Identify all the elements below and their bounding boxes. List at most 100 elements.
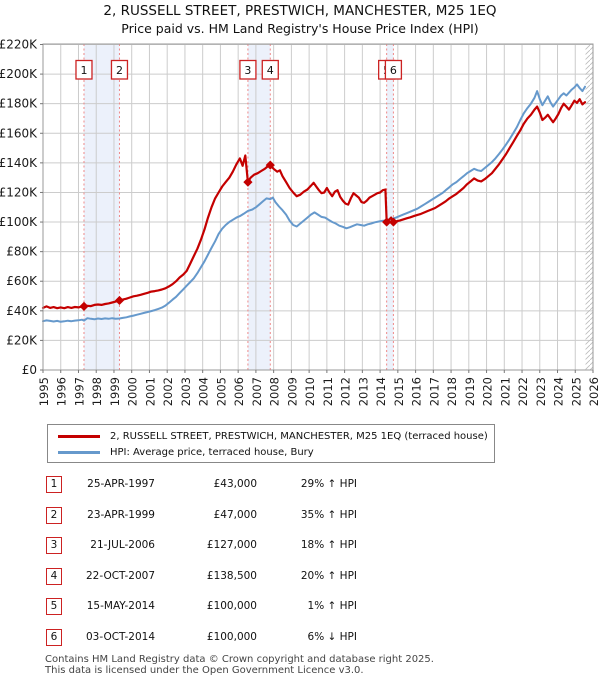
hpi-line-swatch xyxy=(58,450,100,454)
transaction-date: 23-APR-1999 xyxy=(87,508,155,521)
x-axis-label: 2017 xyxy=(427,377,441,406)
sale-point-diamond xyxy=(382,217,392,227)
x-axis-label: 1997 xyxy=(72,377,86,406)
y-axis-label: £100K xyxy=(0,215,38,229)
y-axis-label: £140K xyxy=(0,156,38,170)
sale-marker-number: 4 xyxy=(267,64,274,77)
transaction-hpi-delta: 35% ↑ HPI xyxy=(300,508,357,521)
x-axis-label: 2021 xyxy=(498,377,512,406)
plot-border xyxy=(42,43,594,371)
y-axis-label: £160K xyxy=(0,126,38,140)
transaction-price: £100,000 xyxy=(206,600,257,612)
sale-marker-box xyxy=(75,59,93,80)
future-hatch-region xyxy=(585,44,593,370)
x-axis-label: 2001 xyxy=(143,377,157,406)
y-axis-label: £80K xyxy=(6,245,38,259)
sale-marker-number: 1 xyxy=(80,64,87,77)
y-axis-label: £120K xyxy=(0,185,38,199)
x-axis-label: 2004 xyxy=(197,377,211,406)
transaction-hpi-delta: 1% ↑ HPI xyxy=(307,600,357,612)
x-axis-label: 2018 xyxy=(445,377,459,406)
transaction-hpi-delta: 6% ↓ HPI xyxy=(307,630,357,643)
x-axis-label: 2006 xyxy=(232,377,246,406)
x-axis-label: 2012 xyxy=(339,377,353,406)
x-axis-label: 2002 xyxy=(161,377,175,406)
x-axis-label: 2003 xyxy=(179,377,193,406)
x-axis-label: 2014 xyxy=(374,377,388,406)
x-axis-label: 2026 xyxy=(587,377,600,406)
licence-line-2: This data is licensed under the Open Gov… xyxy=(45,665,364,676)
transaction-number-badge: 3 xyxy=(46,537,62,554)
x-axis-label: 2010 xyxy=(303,377,317,406)
transaction-hpi-delta: 20% ↑ HPI xyxy=(300,569,357,582)
x-axis-label: 2019 xyxy=(463,377,477,406)
transaction-row: 5 15-MAY-2014 £100,000 1% ↑ HPI xyxy=(0,598,600,616)
licence-footer: Contains HM Land Registry data © Crown c… xyxy=(45,654,434,676)
licence-line-1: Contains HM Land Registry data © Crown c… xyxy=(45,654,434,665)
transaction-row: 3 21-JUL-2006 £127,000 18% ↑ HPI xyxy=(0,537,600,555)
sale-marker-box xyxy=(384,59,403,80)
transaction-price: £100,000 xyxy=(206,630,257,643)
x-axis-label: 1999 xyxy=(108,377,122,406)
sale-marker-number: 2 xyxy=(116,64,123,77)
transaction-number-badge: 1 xyxy=(46,476,62,493)
x-axis-label: 2007 xyxy=(250,377,264,406)
sale-marker-box xyxy=(261,59,279,80)
transaction-row: 4 22-OCT-2007 £138,500 20% ↑ HPI xyxy=(0,567,600,586)
transaction-number-badge: 2 xyxy=(46,506,62,524)
legend-label-property: 2, RUSSELL STREET, PRESTWICH, MANCHESTER… xyxy=(110,430,488,442)
x-axis-label: 1998 xyxy=(90,377,104,406)
y-axis-label: £40K xyxy=(6,304,38,318)
x-axis-label: 2023 xyxy=(534,377,548,406)
sale-point-diamond xyxy=(265,160,275,170)
page-subtitle: Price paid vs. HM Land Registry's House … xyxy=(121,21,479,36)
sale-marker-box xyxy=(110,59,129,80)
sale-marker-box xyxy=(239,59,257,80)
sale-point-diamond xyxy=(114,295,125,306)
sale-point-diamond xyxy=(79,301,89,311)
transaction-price: £138,500 xyxy=(206,569,257,582)
x-axis-label: 2024 xyxy=(552,377,566,406)
transaction-hpi-delta: 29% ↑ HPI xyxy=(300,478,357,490)
sale-point-diamond xyxy=(243,177,253,187)
y-axis-label: £60K xyxy=(6,274,38,288)
transaction-date: 25-APR-1997 xyxy=(87,478,155,490)
sale-point-diamond xyxy=(388,217,399,227)
transaction-row: 1 25-APR-1997 £43,000 29% ↑ HPI xyxy=(0,476,600,494)
legend-label-hpi: HPI: Average price, terraced house, Bury xyxy=(110,446,314,458)
page-title: 2, RUSSELL STREET, PRESTWICH, MANCHESTER… xyxy=(103,3,497,19)
transaction-date: 15-MAY-2014 xyxy=(86,600,155,612)
transaction-price: £47,000 xyxy=(213,508,257,521)
sale-marker-number: 6 xyxy=(390,64,397,77)
y-axis-label: £0 xyxy=(22,363,37,377)
x-axis-label: 2016 xyxy=(410,377,424,406)
x-axis-label: 2009 xyxy=(285,377,299,406)
x-axis-label: 2011 xyxy=(321,377,335,406)
sale-marker-number: 3 xyxy=(244,64,251,77)
price-chart: £0 £20K £40K £60K £80K £100K £120K £140K £160K £1… xyxy=(0,38,600,407)
transaction-number-badge: 5 xyxy=(46,598,62,615)
y-axis-label: £200K xyxy=(0,67,38,81)
ownership-period-band xyxy=(386,44,394,370)
y-axis-label: £220K xyxy=(0,38,38,52)
property-line-swatch xyxy=(58,434,100,438)
x-axis-label: 1995 xyxy=(37,377,51,406)
x-axis-label: 2000 xyxy=(126,377,140,406)
x-axis-label: 2022 xyxy=(516,377,530,406)
transaction-price: £127,000 xyxy=(206,539,257,551)
legend-item-property: 2, RUSSELL STREET, PRESTWICH, MANCHESTER… xyxy=(58,428,488,444)
hpi-line xyxy=(42,83,586,323)
x-axis-label: 2008 xyxy=(268,377,282,406)
x-axis-label: 1996 xyxy=(55,377,69,406)
x-axis-label: 2015 xyxy=(392,377,406,406)
ownership-period-band xyxy=(247,44,271,370)
x-axis-label: 2013 xyxy=(356,377,370,406)
transaction-price: £43,000 xyxy=(213,478,257,490)
x-axis-label: 2020 xyxy=(481,377,495,406)
legend-item-hpi: HPI: Average price, terraced house, Bury xyxy=(58,444,314,460)
property-price-line xyxy=(41,98,587,310)
y-axis-label: £20K xyxy=(6,333,38,347)
transaction-date: 03-OCT-2014 xyxy=(86,630,155,643)
x-axis-label: 2025 xyxy=(569,377,583,406)
transaction-hpi-delta: 18% ↑ HPI xyxy=(300,539,357,551)
